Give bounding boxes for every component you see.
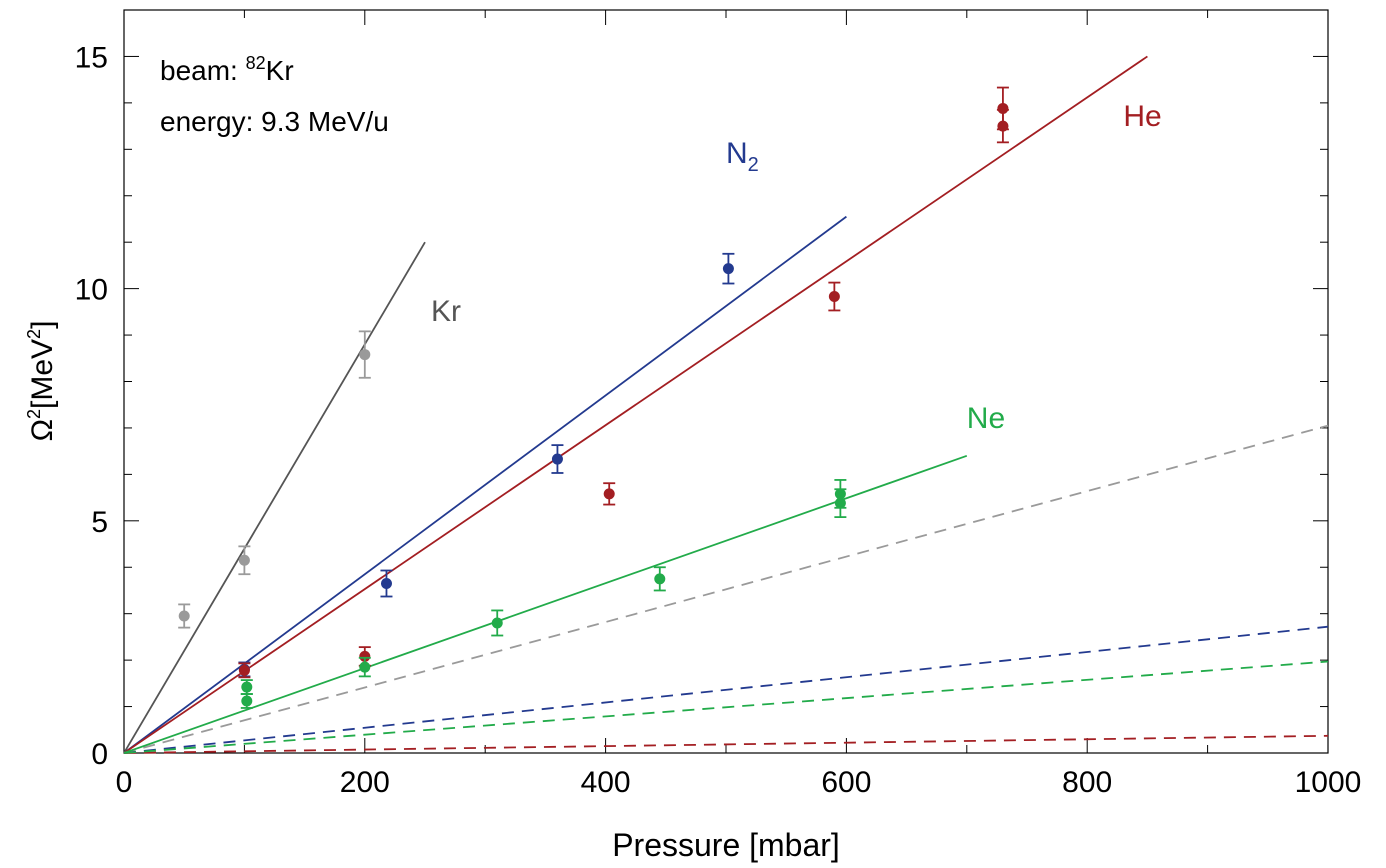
data-point-he xyxy=(238,662,251,679)
data-point-he xyxy=(603,482,616,506)
marker xyxy=(241,681,253,693)
y-tick-label: 10 xyxy=(75,274,108,307)
x-tick-label: 600 xyxy=(821,766,871,799)
data-point-ne xyxy=(240,693,253,709)
x-tick-label: 0 xyxy=(116,766,133,799)
y-tick-label: 15 xyxy=(75,41,108,74)
series-label-n2: N2 xyxy=(726,137,759,176)
marker xyxy=(834,488,846,500)
fit-line-kr xyxy=(123,241,426,754)
data-point-n2 xyxy=(551,444,564,474)
axis-ticks: 0 200 400 600 800 1000 0 5 10 15 xyxy=(75,9,1362,799)
data-points xyxy=(178,86,1009,709)
dashed-line-n2 xyxy=(123,625,1329,754)
beam-annotation: beam: 82Kr xyxy=(160,53,294,86)
marker xyxy=(241,695,253,707)
data-point-kr xyxy=(358,330,371,379)
data-point-kr xyxy=(178,603,191,629)
dashed-line-ne xyxy=(123,660,1329,754)
fit-line-n2 xyxy=(123,215,847,754)
marker xyxy=(551,453,563,465)
data-point-n2 xyxy=(722,252,735,285)
series-labels: Kr N2 He Ne xyxy=(431,100,1162,435)
x-tick-label: 800 xyxy=(1062,766,1112,799)
marker xyxy=(238,554,250,566)
x-axis-label: Pressure [mbar] xyxy=(612,827,840,863)
data-point-ne xyxy=(240,679,253,695)
marker xyxy=(238,664,250,676)
data-point-kr xyxy=(238,545,251,576)
marker xyxy=(603,488,615,500)
x-tick-label: 1000 xyxy=(1295,766,1362,799)
dashed-line-he xyxy=(123,734,1329,754)
x-tick-label: 400 xyxy=(581,766,631,799)
marker xyxy=(722,263,734,275)
data-point-ne xyxy=(834,479,847,509)
y-tick-label: 0 xyxy=(91,738,108,771)
marker xyxy=(178,610,190,622)
dashed-lines xyxy=(123,424,1329,754)
marker xyxy=(997,102,1009,114)
data-point-he xyxy=(996,86,1009,131)
marker xyxy=(828,291,840,303)
energy-annotation: energy: 9.3 MeV/u xyxy=(160,106,389,137)
marker xyxy=(359,650,371,662)
fit-line-he xyxy=(123,55,1148,754)
marker xyxy=(380,578,392,590)
series-label-ne: Ne xyxy=(967,402,1005,435)
dashed-line-kr xyxy=(123,424,1329,754)
data-point-he xyxy=(828,281,841,312)
data-point-ne xyxy=(491,609,504,637)
series-label-kr: Kr xyxy=(431,295,461,328)
x-tick-label: 200 xyxy=(340,766,390,799)
marker xyxy=(491,617,503,629)
y-axis-label: Ω2[MeV2] xyxy=(24,321,59,442)
marker xyxy=(359,349,371,361)
series-label-he: He xyxy=(1123,100,1161,133)
data-point-ne xyxy=(653,566,666,592)
marker xyxy=(654,573,666,585)
y-tick-label: 5 xyxy=(91,506,108,539)
marker xyxy=(359,661,371,673)
fit-line-ne xyxy=(123,454,968,754)
data-point-n2 xyxy=(380,569,393,598)
data-point-ne xyxy=(358,656,371,678)
